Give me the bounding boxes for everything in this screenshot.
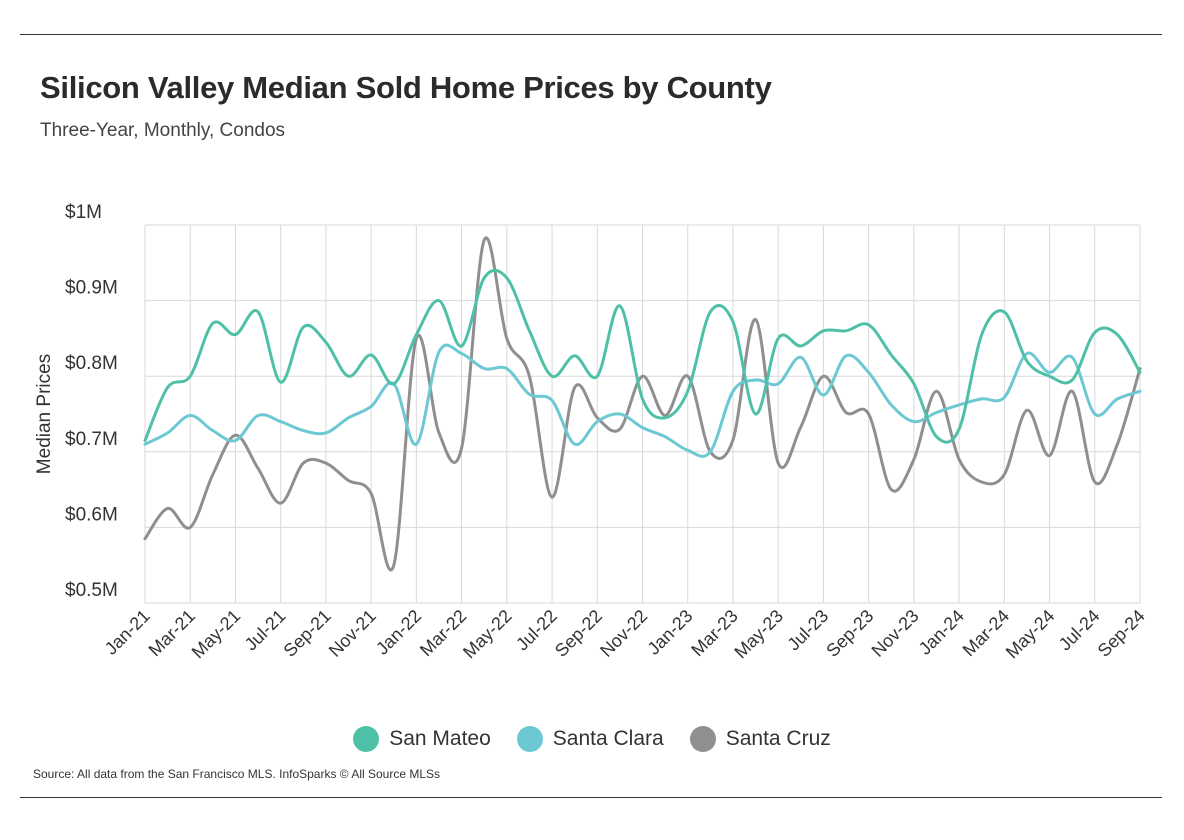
y-tick-label: $0.9M <box>65 278 118 299</box>
x-tick-label: Sep-24 <box>1094 606 1149 661</box>
x-tick-label: Nov-22 <box>596 606 651 661</box>
x-tick-label: Nov-21 <box>325 606 380 661</box>
x-tick-label: May-24 <box>1002 606 1059 663</box>
legend-item-santa-cruz[interactable]: Santa Cruz <box>689 726 831 752</box>
y-tick-label: $0.6M <box>65 504 118 525</box>
y-tick-label: $0.5M <box>65 580 118 601</box>
legend: San Mateo Santa Clara Santa Cruz <box>0 726 1184 752</box>
legend-swatch-san-mateo <box>353 726 380 752</box>
legend-label-santa-clara: Santa Clara <box>552 727 664 750</box>
y-tick-label: $0.8M <box>65 353 118 374</box>
legend-item-san-mateo[interactable]: San Mateo <box>353 726 491 752</box>
x-tick-label: Jan-24 <box>915 606 968 659</box>
x-tick-label: Sep-21 <box>280 606 335 661</box>
y-tick-label: $0.7M <box>65 429 118 450</box>
legend-swatch-santa-cruz <box>689 726 716 752</box>
series-line-santa-cruz <box>143 236 1142 572</box>
bottom-rule <box>20 797 1162 798</box>
top-rule <box>20 34 1162 35</box>
y-tick-label: $1M <box>65 202 102 223</box>
chart-subtitle: Three-Year, Monthly, Condos <box>40 120 286 141</box>
series-line-santa-clara <box>143 343 1142 458</box>
legend-label-santa-cruz: Santa Cruz <box>725 727 831 750</box>
legend-item-santa-clara[interactable]: Santa Clara <box>516 726 664 752</box>
x-tick-label: May-23 <box>730 606 787 663</box>
legend-label-san-mateo: San Mateo <box>389 727 491 750</box>
x-tick-label: Jan-21 <box>101 606 154 659</box>
x-tick-label: Jan-22 <box>372 606 425 659</box>
x-tick-label: Jan-23 <box>643 606 696 659</box>
y-axis-label: Median Prices <box>34 354 55 474</box>
x-tick-label: Nov-23 <box>868 606 923 661</box>
source-note: Source: All data from the San Francisco … <box>33 767 441 781</box>
x-tick-label: Sep-23 <box>822 606 877 661</box>
x-tick-label: May-22 <box>459 606 516 663</box>
line-chart: $1M$0.9M$0.8M$0.7M$0.6M$0.5MJan-21Mar-21… <box>34 202 1149 663</box>
x-tick-label: Sep-22 <box>551 606 606 661</box>
x-tick-label: May-21 <box>188 606 245 663</box>
legend-swatch-santa-clara <box>516 726 543 752</box>
series-line-san-mateo <box>143 268 1142 444</box>
chart-title: Silicon Valley Median Sold Home Prices b… <box>40 70 772 105</box>
